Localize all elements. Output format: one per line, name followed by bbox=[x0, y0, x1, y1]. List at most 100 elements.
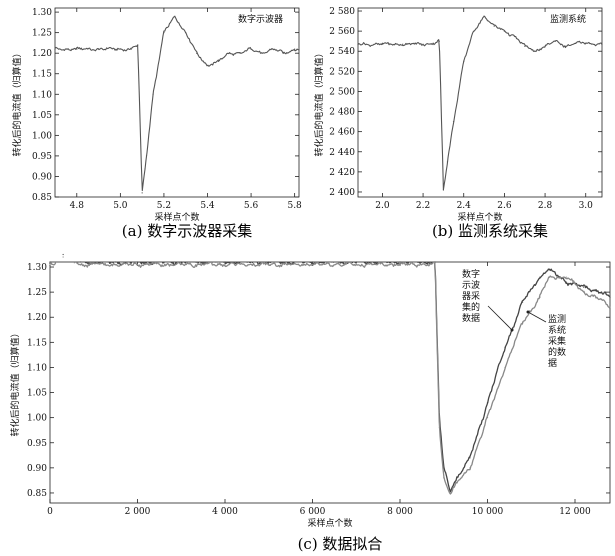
y-tick-label-c: 1.15 bbox=[27, 338, 47, 348]
annotation-text-1: 系统 bbox=[548, 324, 566, 336]
data-point-a-0 bbox=[228, 52, 230, 54]
data-point-c-0 bbox=[180, 261, 182, 263]
y-tick-label-b: 2 420 bbox=[329, 168, 355, 178]
data-point-c-0 bbox=[548, 268, 550, 271]
annotation-text-1: 监测 bbox=[548, 313, 566, 325]
data-point-c-1 bbox=[583, 291, 585, 293]
y-tick-label-c: 0.95 bbox=[27, 439, 47, 449]
x-tick-label-a: 5.0 bbox=[113, 201, 128, 211]
x-tick-label-b: 2.8 bbox=[538, 201, 553, 211]
series-line-a-0 bbox=[55, 16, 299, 192]
x-tick-label-a: 4.8 bbox=[70, 201, 85, 211]
data-point-c-1 bbox=[609, 306, 611, 308]
annotation-text-1: 采集 bbox=[548, 335, 566, 347]
annotation-arrowhead-0 bbox=[510, 328, 514, 332]
y-tick-label-a: 1.25 bbox=[32, 29, 52, 39]
data-point-a-0 bbox=[206, 64, 209, 67]
x-tick-label-c: 12 000 bbox=[559, 507, 591, 517]
data-point-b-0 bbox=[438, 40, 440, 42]
data-point-b-0 bbox=[564, 45, 567, 47]
x-tick-label-c: 6 000 bbox=[300, 507, 326, 517]
x-tick-label-c: 10 000 bbox=[472, 507, 504, 517]
data-point-c-1 bbox=[268, 263, 270, 266]
chart-panel-a: 4.8 5.0 5.2 5.4 5.6 5.8 0.85 0.90 0.95 1.00 1.05 1.… bbox=[11, 7, 302, 240]
data-point-c-0 bbox=[539, 276, 541, 278]
data-point-c-1 bbox=[62, 256, 64, 258]
x-tick-label-b: 2.2 bbox=[416, 201, 430, 211]
y-tick-label-a: 1.20 bbox=[32, 49, 52, 59]
data-point-c-1 bbox=[80, 263, 82, 266]
annotation-text-0: 数字 bbox=[462, 268, 480, 280]
data-point-b-0 bbox=[493, 25, 495, 27]
y-tick-label-b: 2 500 bbox=[329, 87, 355, 97]
y-tick-label-c: 0.90 bbox=[27, 464, 47, 474]
data-point-c-1 bbox=[224, 263, 226, 266]
series-line-c-0 bbox=[77, 262, 610, 493]
data-point-c-0 bbox=[486, 401, 489, 404]
data-point-c-0 bbox=[224, 261, 226, 263]
legend-text-b: 监测系统 bbox=[550, 13, 586, 25]
data-point-c-1 bbox=[311, 263, 314, 266]
data-point-a-0 bbox=[76, 48, 78, 50]
x-tick-label-b: 2.6 bbox=[497, 201, 512, 211]
y-tick-label-b: 2 520 bbox=[329, 67, 355, 77]
plot-frame-c bbox=[49, 261, 611, 504]
data-point-c-0 bbox=[62, 253, 64, 256]
y-tick-label-a: 1.30 bbox=[32, 8, 52, 18]
series-line-b-0 bbox=[358, 15, 602, 191]
y-tick-label-a: 0.95 bbox=[32, 152, 52, 162]
annotation-text-1: 的数 bbox=[548, 346, 566, 358]
data-point-c-0 bbox=[469, 457, 471, 459]
plot-frame-b bbox=[357, 7, 603, 198]
data-point-c-0 bbox=[456, 477, 458, 479]
x-tick-label-a: 5.6 bbox=[244, 201, 259, 211]
data-point-a-0 bbox=[250, 48, 252, 50]
y-tick-label-c: 1.30 bbox=[27, 263, 47, 273]
x-tick-label-a: 5.2 bbox=[157, 201, 171, 211]
data-point-b-0 bbox=[357, 43, 359, 45]
data-point-b-0 bbox=[534, 50, 536, 52]
y-tick-label-b: 2 440 bbox=[329, 148, 355, 158]
caption-a: (a) 数字示波器采集 bbox=[122, 222, 252, 240]
x-tick-label-c: 4 000 bbox=[212, 507, 238, 517]
data-point-a-0 bbox=[137, 44, 139, 46]
legend-text-a: 数字示波器 bbox=[238, 13, 283, 25]
data-point-c-1 bbox=[355, 263, 357, 266]
annotation-text-0: 数据 bbox=[462, 312, 480, 324]
data-point-a-0 bbox=[119, 48, 121, 50]
data-point-b-0 bbox=[463, 60, 465, 62]
data-point-a-0 bbox=[294, 48, 296, 50]
data-point-c-1 bbox=[49, 263, 51, 266]
y-tick-label-c: 0.85 bbox=[27, 489, 47, 499]
data-point-c-1 bbox=[115, 263, 117, 266]
y-tick-label-c: 1.10 bbox=[27, 363, 47, 373]
data-point-c-1 bbox=[600, 299, 602, 301]
x-tick-label-c: 8 000 bbox=[387, 507, 413, 517]
annotation-arrow-1 bbox=[527, 311, 547, 323]
y-axis-label-c: 转化后的电流值（归算值） bbox=[9, 328, 21, 436]
data-point-b-0 bbox=[513, 35, 516, 37]
data-point-b-0 bbox=[585, 42, 587, 44]
y-tick-label-a: 1.05 bbox=[32, 111, 52, 121]
data-point-a-0 bbox=[97, 48, 100, 50]
y-tick-label-b: 2 480 bbox=[329, 108, 355, 118]
chart-panel-b: 2.0 2.2 2.4 2.6 2.8 3.0 2 400 2 420 2 440 2 460 2 … bbox=[313, 7, 603, 240]
data-point-c-0 bbox=[600, 291, 602, 293]
data-point-c-0 bbox=[355, 261, 357, 263]
annotation-text-1: 据 bbox=[548, 357, 557, 369]
data-point-b-0 bbox=[554, 40, 556, 42]
y-tick-label-a: 1.10 bbox=[32, 90, 52, 100]
data-point-c-0 bbox=[565, 281, 567, 283]
annotation-text-0: 集的 bbox=[462, 301, 480, 313]
data-point-c-1 bbox=[548, 276, 550, 278]
data-point-b-0 bbox=[432, 42, 434, 44]
data-point-c-1 bbox=[449, 492, 451, 494]
data-point-c-1 bbox=[504, 366, 506, 369]
data-point-a-0 bbox=[54, 48, 56, 50]
x-axis-label-a: 采样点个数 bbox=[154, 211, 199, 223]
data-point-c-0 bbox=[583, 286, 585, 288]
data-point-c-0 bbox=[609, 296, 611, 298]
caption-b: (b) 监测系统采集 bbox=[432, 222, 548, 240]
series-line-c-1 bbox=[50, 262, 610, 495]
